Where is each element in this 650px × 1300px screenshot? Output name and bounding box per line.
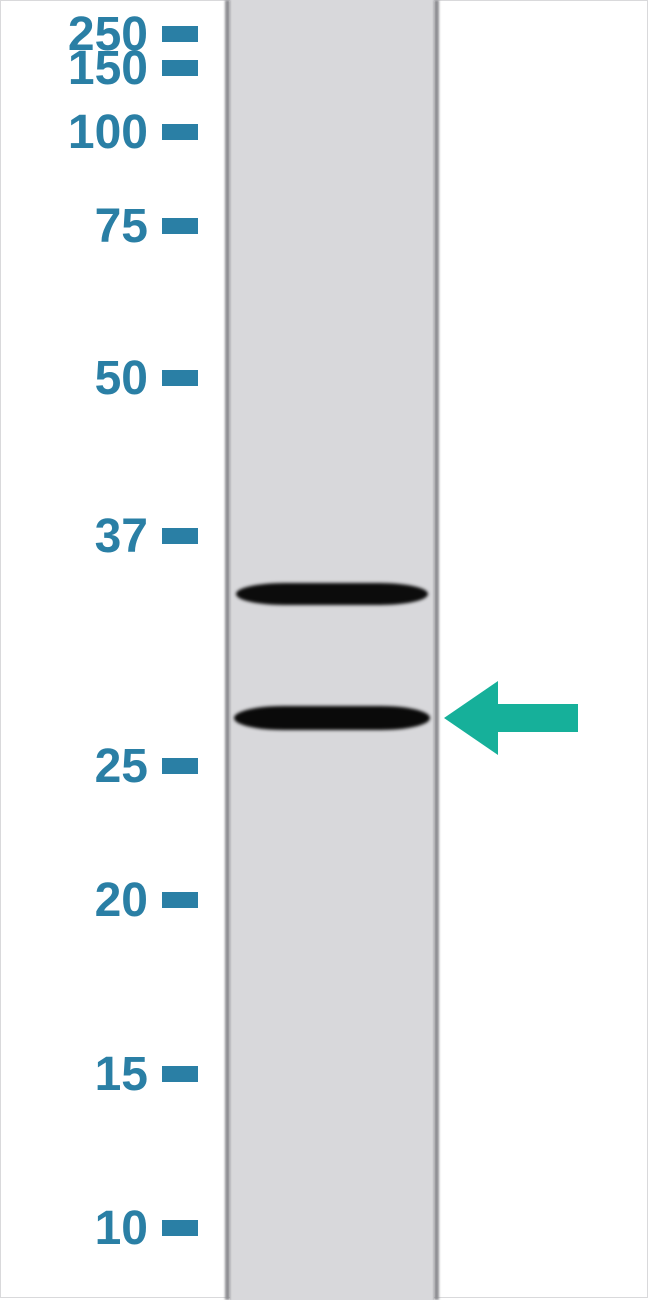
mw-tick-15 <box>162 1066 198 1082</box>
gel-lane-left-border <box>225 0 230 1300</box>
mw-label-100: 100 <box>68 105 148 160</box>
mw-tick-100 <box>162 124 198 140</box>
mw-label-20: 20 <box>95 873 148 928</box>
mw-tick-150 <box>162 60 198 76</box>
mw-tick-10 <box>162 1220 198 1236</box>
mw-label-25: 25 <box>95 739 148 794</box>
gel-lane-right-border <box>434 0 439 1300</box>
mw-tick-37 <box>162 528 198 544</box>
mw-label-75: 75 <box>95 199 148 254</box>
western-blot-figure: 25015010075503725201510 <box>0 0 650 1300</box>
mw-tick-20 <box>162 892 198 908</box>
mw-tick-50 <box>162 370 198 386</box>
gel-lane <box>230 0 434 1300</box>
mw-label-37: 37 <box>95 509 148 564</box>
mw-label-50: 50 <box>95 351 148 406</box>
mw-tick-250 <box>162 26 198 42</box>
mw-label-150: 150 <box>68 41 148 96</box>
band-1 <box>236 583 428 605</box>
band-2 <box>234 706 430 730</box>
mw-label-10: 10 <box>95 1201 148 1256</box>
mw-tick-25 <box>162 758 198 774</box>
mw-label-15: 15 <box>95 1047 148 1102</box>
mw-tick-75 <box>162 218 198 234</box>
